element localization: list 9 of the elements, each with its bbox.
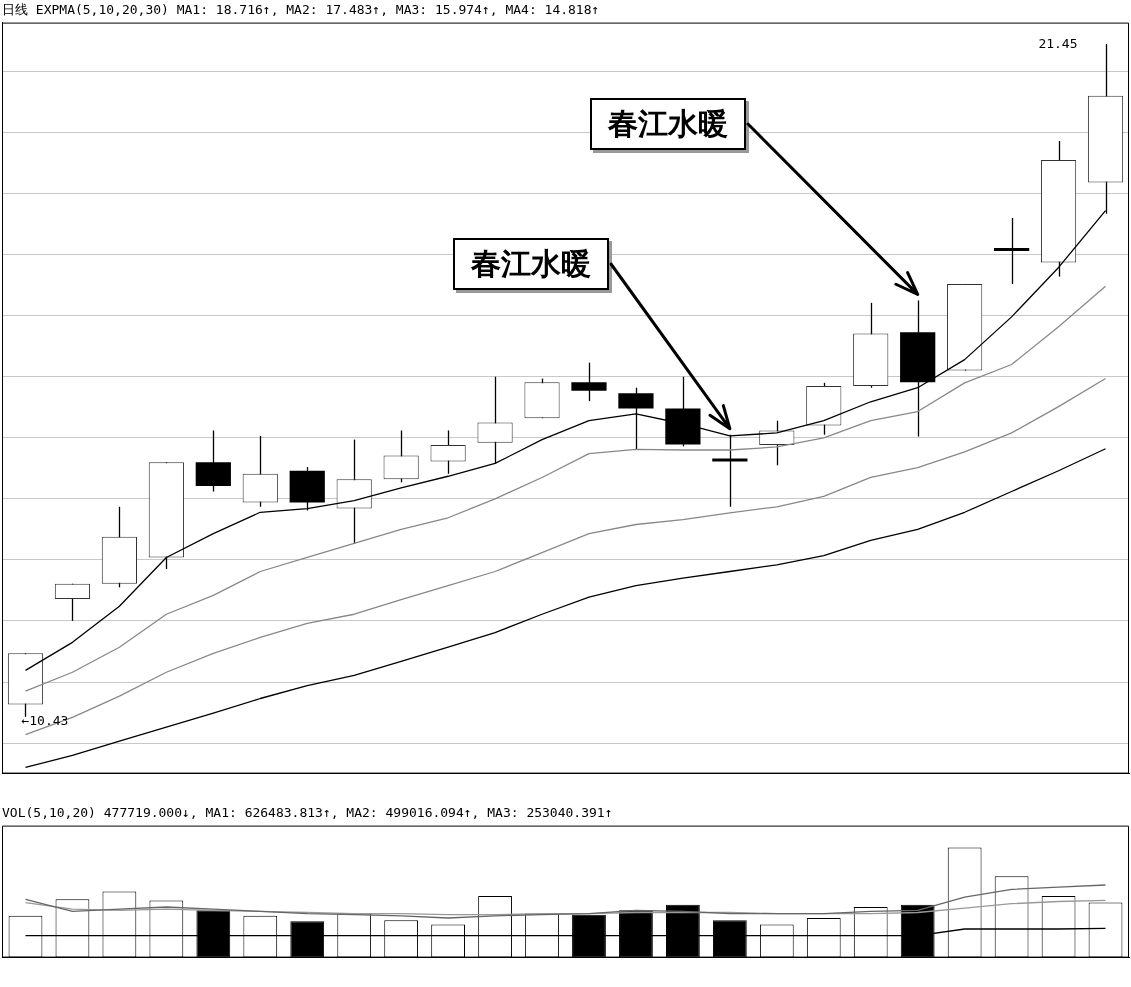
chart-title: 日线 EXPMA(5,10,20,30) MA1: 18.716↑, MA2: 17.483↑, MA3: 15.974↑, MA4: 14.818↑	[2, 2, 600, 18]
chart-title: VOL(5,10,20) 477719.000↓, MA1: 626483.813↑, MA2: 499016.094↑, MA3: 253040.391↑	[2, 805, 613, 821]
annotation: 春江水暖	[453, 238, 609, 290]
annotation: 春江水暖	[590, 98, 746, 150]
candlestick	[994, 217, 1030, 285]
annotation: 21.45	[1038, 35, 1078, 51]
candlestick	[712, 434, 748, 508]
candlestick	[571, 362, 607, 402]
annotation: ←10.43	[21, 712, 69, 728]
